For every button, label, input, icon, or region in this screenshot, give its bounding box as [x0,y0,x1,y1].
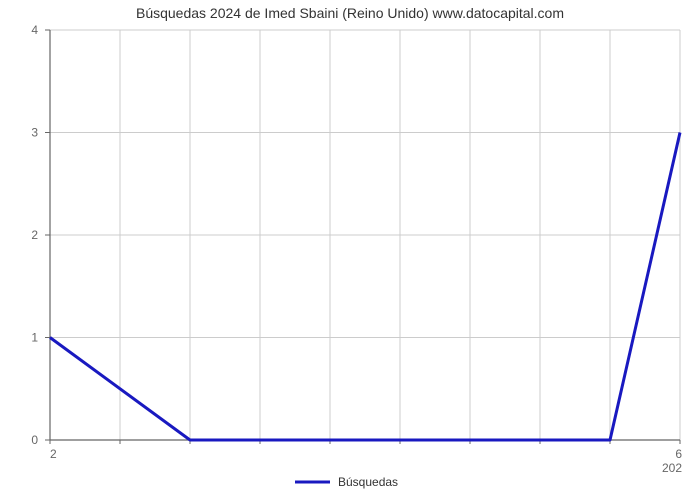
chart-container: Búsquedas 2024 de Imed Sbaini (Reino Uni… [0,0,700,500]
x-tick-label-left: 2 [50,447,57,461]
legend-label: Búsquedas [338,475,398,489]
y-tick-label: 2 [31,228,38,242]
x-tick-label-right-bottom: 202 [662,461,682,475]
x-tick-label-right-top: 6 [675,447,682,461]
line-chart-svg: Búsquedas 2024 de Imed Sbaini (Reino Uni… [0,0,700,500]
y-tick-label: 3 [31,126,38,140]
y-tick-label: 1 [31,331,38,345]
chart-title: Búsquedas 2024 de Imed Sbaini (Reino Uni… [136,5,564,21]
y-tick-label: 0 [31,433,38,447]
y-tick-label: 4 [31,23,38,37]
chart-background [0,0,700,500]
